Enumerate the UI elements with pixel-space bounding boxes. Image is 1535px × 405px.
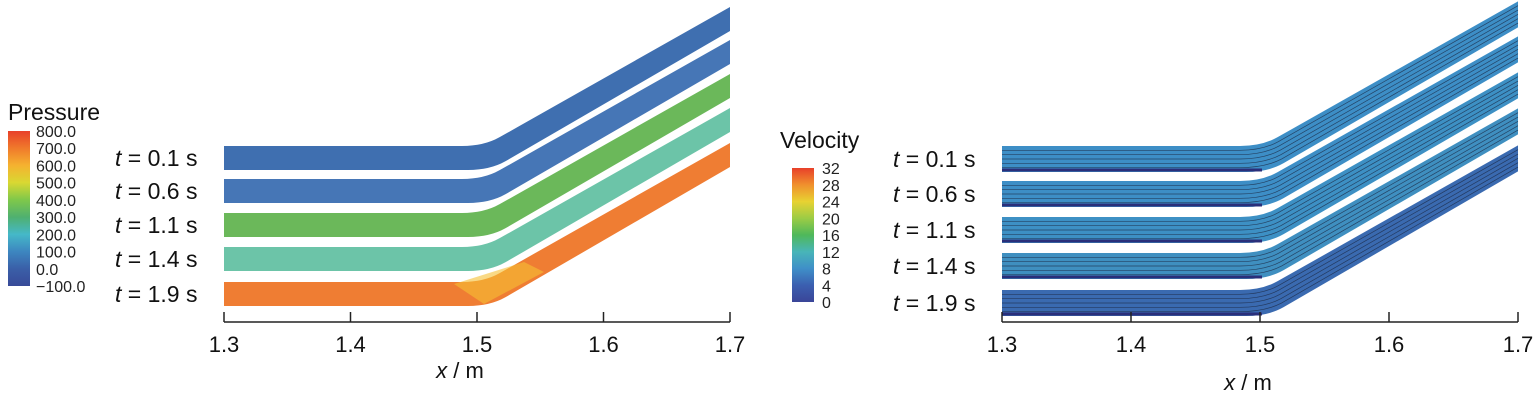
pressure-time-labels: t = 0.1 s t = 0.6 s t = 1.1 s t = 1.4 s t = … xyxy=(115,145,197,307)
velocity-x-tick-label: 1.6 xyxy=(1374,332,1405,357)
velocity-x-tick-label: 1.7 xyxy=(1503,332,1534,357)
velocity-x-tick-label: 1.4 xyxy=(1116,332,1147,357)
pressure-colorbar-tick-label: 700.0 xyxy=(36,141,76,158)
velocity-colorbar-tick-label: 12 xyxy=(822,245,840,262)
pressure-time-label: t = 1.1 s xyxy=(115,212,197,238)
pressure-time-label: t = 1.4 s xyxy=(115,246,197,272)
velocity-streamline xyxy=(1002,22,1519,169)
pressure-time-label: t = 0.6 s xyxy=(115,178,197,204)
velocity-x-ticks: 1.3 1.4 1.5 1.6 1.7 xyxy=(987,312,1534,357)
velocity-time-labels: t = 0.1 s t = 0.6 s t = 1.1 s t = 1.4 s t = … xyxy=(893,146,975,316)
velocity-colorbar-tick-label: 20 xyxy=(822,211,840,228)
pressure-colorbar-title: Pressure xyxy=(8,99,100,125)
velocity-streamline xyxy=(1002,53,1519,199)
pressure-flow-strips xyxy=(224,7,730,306)
pressure-colorbar-tick-label: 400.0 xyxy=(36,193,76,210)
pressure-x-tick-label: 1.6 xyxy=(588,332,619,357)
pressure-colorbar-tick-label: 300.0 xyxy=(36,210,76,227)
velocity-flow-strips xyxy=(1002,1,1519,316)
pressure-colorbar-tick-label: 0.0 xyxy=(36,262,58,279)
velocity-streamline xyxy=(1002,162,1519,308)
pressure-bend-highlight xyxy=(454,262,544,304)
velocity-x-tick-label: 1.3 xyxy=(987,332,1018,357)
velocity-time-label: t = 0.1 s xyxy=(893,146,975,172)
pressure-colorbar xyxy=(8,131,30,286)
velocity-colorbar-tick-label: 0 xyxy=(822,295,831,312)
pressure-flow-strip xyxy=(224,74,730,237)
velocity-time-label: t = 1.4 s xyxy=(893,253,975,279)
pressure-x-tick-label: 1.3 xyxy=(209,332,240,357)
velocity-streamline xyxy=(1002,85,1519,231)
velocity-colorbar-tick-label: 4 xyxy=(822,278,831,295)
pressure-flow-strip xyxy=(224,40,730,204)
velocity-streamline xyxy=(1002,57,1519,204)
pressure-colorbar-tick-label: 200.0 xyxy=(36,227,76,244)
velocity-streamline xyxy=(1002,9,1519,156)
velocity-streamline xyxy=(1002,40,1519,186)
velocity-streamline xyxy=(1002,125,1519,271)
velocity-streamline xyxy=(1002,149,1519,295)
pressure-flow-strip xyxy=(224,143,730,306)
pressure-time-label: t = 1.9 s xyxy=(115,281,197,307)
velocity-colorbar-tick-label: 32 xyxy=(822,161,840,178)
pressure-colorbar-tick-label: 800.0 xyxy=(36,124,76,141)
pressure-colorbar-ticks: 800.0700.0600.0500.0400.0300.0200.0100.0… xyxy=(36,124,85,296)
velocity-streamline xyxy=(1002,18,1519,164)
velocity-colorbar-tick-label: 24 xyxy=(822,195,840,212)
velocity-streamline xyxy=(1002,89,1519,235)
pressure-flow-strip xyxy=(224,108,730,271)
pressure-x-tick-label: 1.5 xyxy=(462,332,493,357)
velocity-colorbar xyxy=(792,168,814,302)
pressure-x-axis-label: x / m xyxy=(435,358,484,383)
velocity-streamline xyxy=(1002,76,1519,222)
velocity-streamline xyxy=(1002,112,1519,258)
pressure-colorbar-tick-label: 100.0 xyxy=(36,245,76,262)
pressure-colorbar-tick-label: −100.0 xyxy=(36,279,85,296)
velocity-streamline xyxy=(1002,129,1519,276)
velocity-colorbar-tick-label: 8 xyxy=(822,262,831,279)
velocity-colorbar-title: Velocity xyxy=(780,127,860,153)
velocity-streamline xyxy=(1002,153,1519,300)
velocity-streamline xyxy=(1002,80,1519,227)
velocity-streamline xyxy=(1002,44,1519,191)
velocity-x-axis-label: x / m xyxy=(1223,370,1272,395)
pressure-x-ticks: 1.3 1.4 1.5 1.6 1.7 xyxy=(209,312,746,357)
velocity-streamline xyxy=(1002,121,1519,267)
pressure-x-tick-label: 1.7 xyxy=(715,332,746,357)
velocity-time-label: t = 1.1 s xyxy=(893,217,975,243)
velocity-streamline xyxy=(1002,14,1519,160)
velocity-streamline xyxy=(1002,93,1519,240)
velocity-x-tick-label: 1.5 xyxy=(1245,332,1276,357)
velocity-colorbar-tick-label: 28 xyxy=(822,178,840,195)
pressure-colorbar-tick-label: 500.0 xyxy=(36,176,76,193)
velocity-streamline xyxy=(1002,116,1519,263)
velocity-time-label: t = 1.9 s xyxy=(893,290,975,316)
velocity-streamline xyxy=(1002,158,1519,304)
velocity-streamline xyxy=(1002,49,1519,195)
pressure-flow-strip xyxy=(224,7,730,171)
pressure-panel: Pressure 800.0700.0600.0500.0400.0300.02… xyxy=(8,7,745,383)
velocity-streamline xyxy=(1002,166,1519,313)
pressure-colorbar-tick-label: 600.0 xyxy=(36,158,76,175)
velocity-time-label: t = 0.6 s xyxy=(893,181,975,207)
velocity-colorbar-tick-label: 16 xyxy=(822,228,840,245)
pressure-x-tick-label: 1.4 xyxy=(335,332,366,357)
pressure-time-label: t = 0.1 s xyxy=(115,145,197,171)
velocity-streamline xyxy=(1002,5,1519,151)
